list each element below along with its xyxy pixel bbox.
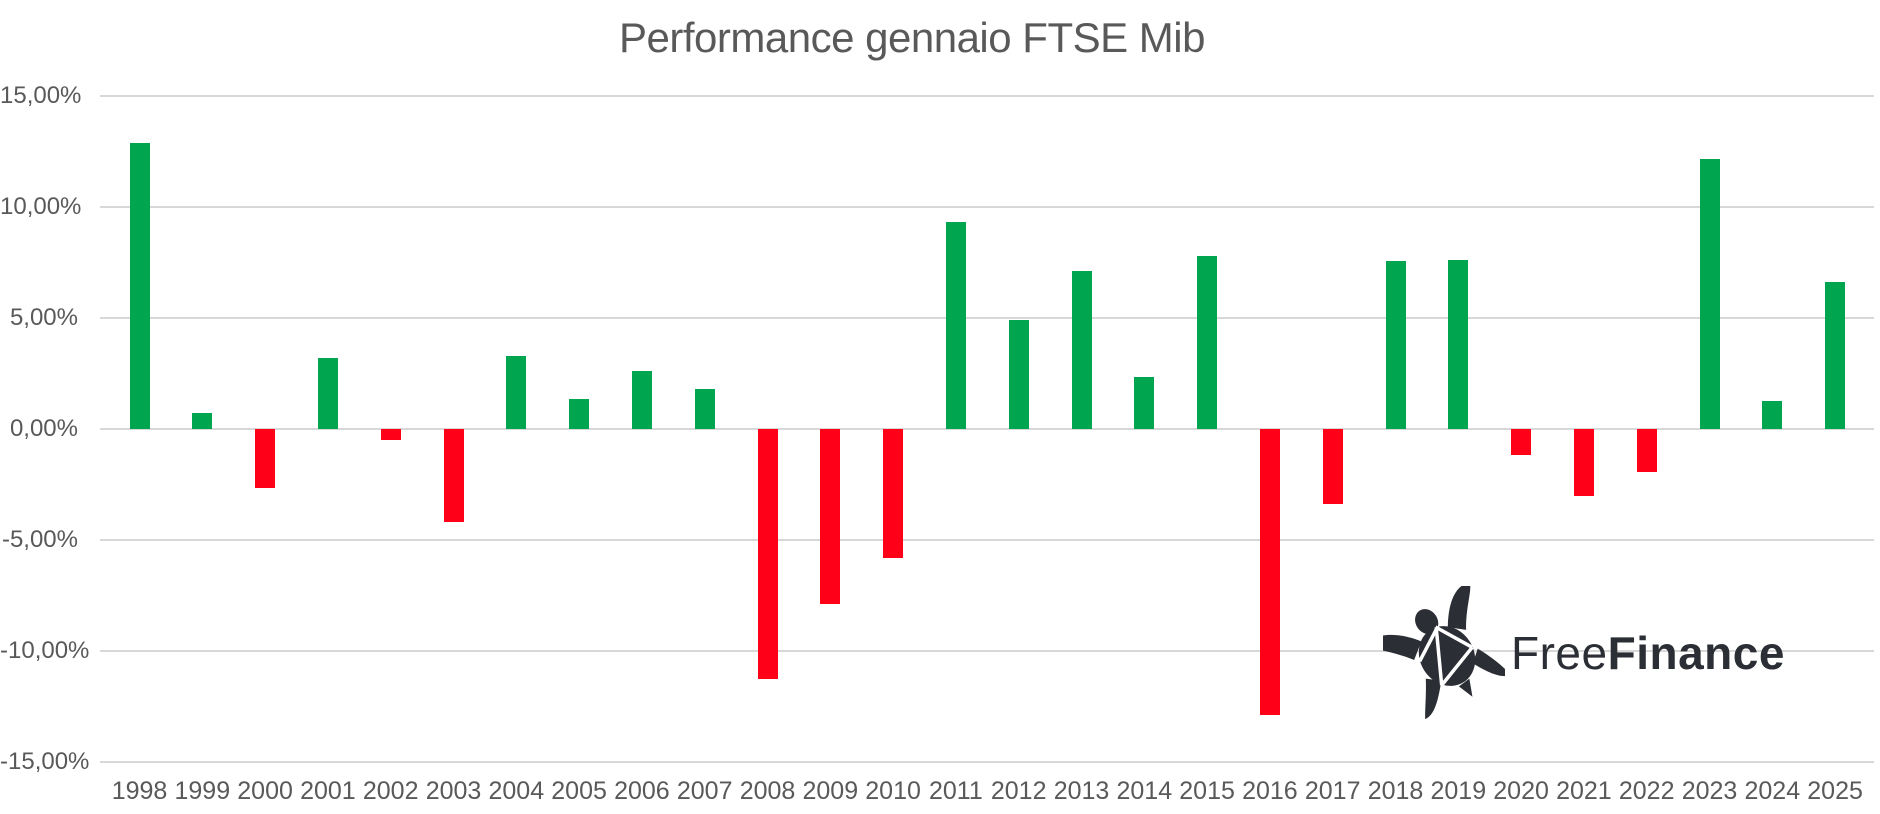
bar-2024 — [1762, 400, 1783, 429]
x-axis-tick-label: 2011 — [929, 777, 983, 805]
freefinance-logo: FreeFinance — [1383, 586, 1843, 726]
y-axis-tick-label: 0,00% — [9, 415, 78, 442]
x-axis-tick-label: 1998 — [111, 777, 168, 805]
bar-2007 — [694, 388, 715, 429]
x-axis-tick-label: 2006 — [614, 777, 670, 805]
x-axis-tick-label: 2021 — [1556, 777, 1612, 805]
bar-2006 — [631, 370, 652, 429]
bar-2017 — [1322, 429, 1343, 505]
bar-2016 — [1259, 429, 1280, 715]
x-axis-tick-label: 1999 — [174, 777, 231, 805]
x-axis-tick-label: 2025 — [1807, 777, 1863, 805]
x-axis-tick-label: 2023 — [1681, 777, 1738, 805]
y-axis-tick-label: -15,00% — [0, 748, 90, 775]
x-axis-tick-label: 2008 — [739, 777, 796, 805]
gridline — [100, 317, 1874, 319]
bar-2001 — [317, 357, 338, 429]
bar-2012 — [1008, 320, 1029, 429]
bar-1998 — [129, 143, 150, 429]
bar-2018 — [1385, 260, 1406, 429]
gridline — [100, 539, 1874, 541]
y-axis-tick-label: -5,00% — [1, 526, 78, 553]
x-axis-tick-label: 2007 — [676, 777, 733, 805]
gridline — [100, 206, 1874, 208]
x-axis-tick-label: 2020 — [1493, 777, 1549, 805]
bar-2013 — [1071, 270, 1092, 429]
bar-2000 — [255, 429, 276, 489]
x-axis-tick-label: 2019 — [1430, 777, 1487, 805]
x-axis-tick-label: 2016 — [1242, 777, 1298, 805]
x-axis-tick-label: 2012 — [990, 777, 1047, 805]
x-axis-tick-label: 2004 — [488, 777, 545, 805]
bar-2023 — [1699, 158, 1720, 429]
y-axis-tick-label: 10,00% — [0, 193, 82, 220]
x-axis-tick-label: 2002 — [362, 777, 419, 805]
y-axis-tick-label: 5,00% — [9, 304, 78, 331]
x-axis-tick-label: 2010 — [865, 777, 921, 805]
bar-2005 — [569, 398, 590, 429]
x-axis-tick-label: 2024 — [1744, 777, 1801, 805]
bar-2010 — [883, 429, 904, 559]
bar-2011 — [945, 222, 966, 429]
x-axis-tick-label: 2017 — [1304, 777, 1361, 805]
x-axis-tick-label: 2001 — [300, 777, 356, 805]
x-axis-tick-label: 2015 — [1179, 777, 1235, 805]
bar-2003 — [443, 429, 464, 522]
bar-2008 — [757, 429, 778, 679]
x-axis-tick-label: 2005 — [551, 777, 607, 805]
logo-text-finance: Finance — [1607, 627, 1785, 679]
bar-2025 — [1825, 281, 1846, 429]
bar-2019 — [1448, 259, 1469, 429]
bar-2015 — [1197, 255, 1218, 429]
logo-text-free: Free — [1511, 627, 1608, 679]
bar-2014 — [1134, 377, 1155, 429]
gridline — [100, 761, 1874, 763]
gridline — [100, 428, 1874, 430]
bar-1999 — [192, 413, 213, 429]
bar-2002 — [380, 429, 401, 440]
bar-2022 — [1636, 429, 1657, 473]
turtle-icon — [1383, 586, 1505, 720]
bar-2021 — [1573, 429, 1594, 496]
bar-2009 — [820, 429, 841, 604]
x-axis-tick-label: 2014 — [1116, 777, 1173, 805]
x-axis-tick-label: 2003 — [425, 777, 482, 805]
logo-text: FreeFinance — [1511, 626, 1785, 680]
chart-title: Performance gennaio FTSE Mib — [619, 14, 1205, 61]
x-axis-tick-label: 2009 — [802, 777, 859, 805]
x-axis-tick-label: 2022 — [1618, 777, 1675, 805]
gridline — [100, 95, 1874, 97]
bar-2020 — [1511, 429, 1532, 455]
x-axis-tick-label: 2013 — [1053, 777, 1110, 805]
bar-2004 — [506, 356, 527, 429]
y-axis-tick-label: 15,00% — [0, 82, 82, 109]
y-axis-tick-label: -10,00% — [0, 637, 90, 664]
x-axis-tick-label: 2000 — [237, 777, 293, 805]
gridline — [100, 650, 1874, 652]
x-axis-tick-label: 2018 — [1367, 777, 1424, 805]
